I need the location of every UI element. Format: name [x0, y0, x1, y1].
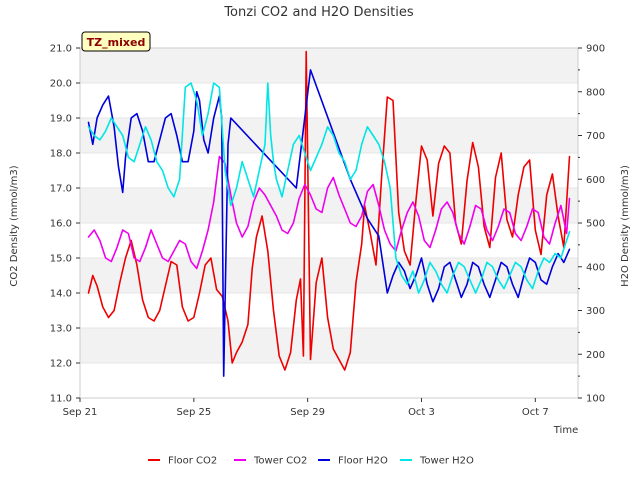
grid-band	[80, 48, 578, 83]
left-tick-label: 14.0	[50, 289, 72, 300]
y-axis-label-right: H2O Density (mmol/m3)	[620, 165, 631, 287]
left-tick-label: 12.0	[50, 359, 72, 370]
grid-band	[80, 328, 578, 363]
site-badge-box	[81, 31, 151, 52]
right-tick-label: 800	[586, 87, 605, 98]
right-tick-label: 500	[586, 219, 605, 230]
site-badge-text: TZ_mixed	[87, 36, 146, 49]
series-line-floor-h2o	[87, 69, 571, 377]
left-tick-label: 19.0	[50, 114, 72, 125]
plot-background-bands	[80, 48, 578, 399]
legend-label: Floor CO2	[168, 456, 217, 467]
grid-band	[80, 118, 578, 153]
left-tick-label: 11.0	[50, 394, 72, 405]
chart-title: Tonzi CO2 and H2O Densities	[223, 5, 414, 20]
series-lines	[87, 50, 571, 377]
left-tick-label: 13.0	[50, 324, 72, 335]
x-tick-label: Oct 3	[408, 407, 435, 418]
left-tick-label: 21.0	[50, 44, 72, 55]
series-line-tower-h2o	[87, 82, 571, 294]
series-line-floor-co2	[87, 50, 571, 371]
right-tick-label: 900	[586, 44, 605, 55]
series-line-tower-co2	[87, 155, 571, 270]
grid-band	[80, 188, 578, 223]
y-axis-label-left: CO2 Density (mmol/m3)	[9, 165, 20, 286]
right-tick-label: 400	[586, 262, 605, 273]
left-tick-label: 17.0	[50, 184, 72, 195]
legend-label: Tower CO2	[253, 456, 307, 467]
legend-label: Tower H2O	[419, 456, 474, 467]
right-tick-label: 200	[586, 350, 605, 361]
left-tick-label: 16.0	[50, 219, 72, 230]
legend-label: Floor H2O	[338, 456, 388, 467]
left-tick-label: 15.0	[50, 254, 72, 265]
right-tick-label: 300	[586, 306, 605, 317]
x-axis: Sep 21 Sep 25 Sep 29 Oct 3 Oct 7	[63, 398, 549, 418]
x-tick-label: Oct 7	[522, 407, 549, 418]
grid-band	[80, 258, 578, 293]
left-tick-label: 20.0	[50, 79, 72, 90]
left-tick-label: 18.0	[50, 149, 72, 160]
site-badge: TZ_mixed	[81, 31, 151, 52]
right-tick-label: 600	[586, 175, 605, 186]
x-tick-label: Sep 25	[176, 407, 211, 418]
right-axis: 100 200 300 400 500 600 700 800 900	[578, 44, 605, 405]
legend: Floor CO2 Tower CO2 Floor H2O Tower H2O	[148, 456, 474, 467]
left-axis: 11.0 12.0 13.0 14.0 15.0 16.0 17.0 18.0 19.0 20.0…	[50, 44, 80, 405]
x-axis-label: Time	[553, 425, 578, 436]
right-tick-label: 100	[586, 394, 605, 405]
x-tick-label: Sep 21	[63, 407, 98, 418]
x-tick-label: Sep 29	[290, 407, 325, 418]
right-tick-label: 700	[586, 131, 605, 142]
